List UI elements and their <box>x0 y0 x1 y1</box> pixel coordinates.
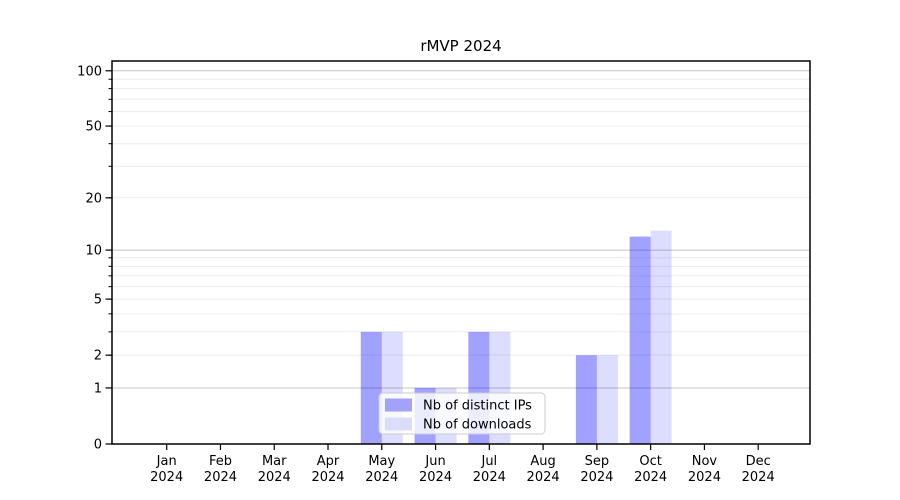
x-tick-label-year: 2024 <box>365 470 398 485</box>
x-tick-label-year: 2024 <box>580 470 613 485</box>
x-tick-label-month: Nov <box>692 454 718 469</box>
legend-swatch-1 <box>385 398 412 412</box>
x-tick-label-year: 2024 <box>258 470 291 485</box>
x-tick-label-year: 2024 <box>150 470 183 485</box>
x-tick-label-month: Jun <box>424 454 445 469</box>
x-tick-label-month: Sep <box>585 454 610 469</box>
x-tick-label-year: 2024 <box>688 470 721 485</box>
bar-nb-of-downloads-sep <box>596 355 618 444</box>
legend-box <box>378 392 546 435</box>
chart-title: rMVP 2024 <box>420 37 501 55</box>
x-tick-label-year: 2024 <box>634 470 667 485</box>
bar-nb-of-distinct-ips-sep <box>575 355 597 444</box>
x-tick-label-month: Jul <box>480 454 497 469</box>
axes-border <box>111 60 811 445</box>
x-tick-label-month: Dec <box>746 454 771 469</box>
x-tick-label-year: 2024 <box>527 470 560 485</box>
y-tick-label: 50 <box>85 120 102 135</box>
y-tick-label: 10 <box>85 244 102 259</box>
x-tick-label-month: Oct <box>639 454 661 469</box>
x-tick-label-month: Apr <box>317 454 340 469</box>
legend-swatch-2 <box>385 417 412 431</box>
x-tick-label-year: 2024 <box>204 470 237 485</box>
y-tick-label: 0 <box>94 438 102 453</box>
x-tick-label-month: Aug <box>530 454 555 469</box>
legend-label-2: Nb of downloads <box>423 418 532 433</box>
y-tick-label: 20 <box>85 191 102 206</box>
x-tick-label-month: Feb <box>209 454 232 469</box>
x-tick-label-year: 2024 <box>742 470 775 485</box>
y-tick-label: 1 <box>94 381 102 396</box>
y-tick-label: 5 <box>94 293 102 308</box>
x-tick-label-year: 2024 <box>473 470 506 485</box>
bar-nb-of-distinct-ips-may <box>360 331 382 444</box>
x-tick-label-year: 2024 <box>419 470 452 485</box>
x-tick-label-month: May <box>368 454 395 469</box>
x-tick-label-month: Jan <box>156 454 177 469</box>
bar-nb-of-distinct-ips-oct <box>629 236 651 444</box>
y-tick-label: 2 <box>94 349 102 364</box>
bar-nb-of-downloads-oct <box>650 230 672 444</box>
x-tick-label-year: 2024 <box>311 470 344 485</box>
x-tick-label-month: Mar <box>262 454 287 469</box>
legend: Nb of distinct IPs Nb of downloads <box>378 392 546 435</box>
y-tick-label: 100 <box>77 64 102 79</box>
legend-label-1: Nb of distinct IPs <box>423 399 532 414</box>
